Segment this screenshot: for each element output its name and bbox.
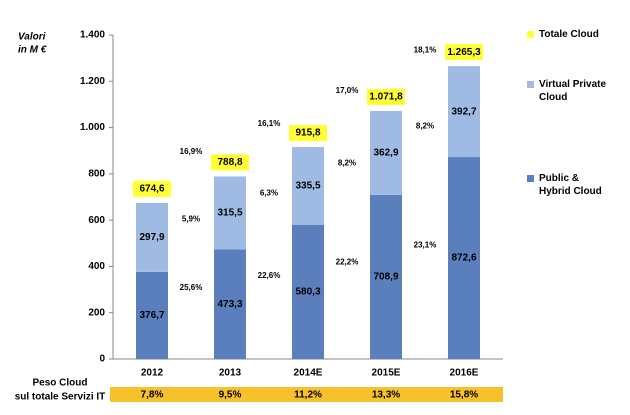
growth-label: 22,2% [336, 258, 359, 267]
value-label: 315,5 [217, 208, 242, 219]
legend-swatch [527, 81, 534, 88]
y-tick-label: 1.200 [80, 76, 105, 87]
growth-label: 16,1% [258, 119, 281, 128]
total-label: 1.071,8 [369, 92, 403, 103]
bar-segment [292, 224, 324, 359]
value-label: 473,3 [217, 299, 242, 310]
legend-item: Virtual Private Cloud [527, 78, 629, 104]
y-axis-label: Valori [18, 32, 46, 43]
value-label: 335,5 [295, 181, 320, 192]
footer-value: 11,2% [294, 390, 322, 401]
y-tick-label: 1.400 [80, 30, 105, 41]
legend-item: Totale Cloud [527, 28, 624, 41]
y-axis-label: in M € [18, 45, 47, 56]
bar-segment [448, 157, 480, 359]
legend-item: Public & Hybrid Cloud [527, 172, 609, 198]
value-label: 872,6 [451, 253, 476, 264]
y-tick-label: 1.000 [80, 122, 105, 133]
growth-label: 8,2% [338, 159, 356, 168]
x-tick-label: 2016E [450, 368, 479, 379]
y-tick-label: 400 [88, 261, 105, 272]
x-tick-label: 2012 [141, 368, 164, 379]
bar-segment [292, 147, 324, 225]
y-tick-label: 800 [88, 168, 105, 179]
footer-value: 13,3% [372, 390, 400, 401]
bar-segment [214, 249, 246, 359]
y-tick-label: 600 [88, 215, 105, 226]
bar-segment [214, 176, 246, 250]
growth-label: 8,2% [416, 121, 434, 130]
growth-label: 17,0% [336, 86, 359, 95]
bar-segment [448, 66, 480, 158]
footer-value: 15,8% [450, 390, 478, 401]
growth-label: 25,6% [180, 283, 203, 292]
total-label: 915,8 [295, 128, 320, 139]
total-label: 674,6 [139, 184, 164, 195]
total-label: 1.265,3 [447, 47, 481, 58]
total-box [289, 125, 327, 142]
value-label: 362,9 [373, 148, 398, 159]
footer-band [110, 387, 503, 402]
bar-segment [136, 271, 168, 359]
y-tick-label: 0 [99, 354, 105, 365]
growth-label: 22,6% [258, 271, 281, 280]
value-label: 580,3 [295, 286, 320, 297]
footer-value: 7,8% [141, 390, 164, 401]
bar-segment [370, 110, 402, 195]
legend-text: Totale Cloud [539, 29, 599, 40]
value-label: 392,7 [451, 106, 476, 117]
footer-value: 9,5% [219, 390, 242, 401]
growth-label: 5,9% [182, 214, 200, 223]
growth-label: 18,1% [414, 46, 437, 55]
bar-segment [370, 194, 402, 359]
legend-text: Public & Hybrid Cloud [539, 173, 602, 197]
value-label: 297,9 [139, 232, 164, 243]
footer-label: Peso Cloud [32, 378, 87, 389]
value-label: 708,9 [373, 272, 398, 283]
x-tick-label: 2013 [219, 368, 242, 379]
total-box [133, 180, 171, 197]
growth-label: 16,9% [180, 147, 203, 156]
legend-text: Virtual Private Cloud [539, 79, 607, 103]
value-label: 376,7 [139, 310, 164, 321]
legend-swatch [527, 175, 534, 182]
legend-swatch [527, 31, 534, 38]
total-box [211, 154, 249, 171]
growth-label: 23,1% [414, 241, 437, 250]
x-tick-label: 2015E [372, 368, 401, 379]
footer-label: sul totale Servizi IT [15, 392, 106, 403]
bar-segment [136, 202, 168, 272]
total-box [445, 44, 483, 61]
y-tick-label: 200 [88, 307, 105, 318]
total-label: 788,8 [217, 157, 242, 168]
x-tick-label: 2014E [294, 368, 323, 379]
total-box [367, 88, 405, 105]
growth-label: 6,3% [260, 189, 278, 198]
